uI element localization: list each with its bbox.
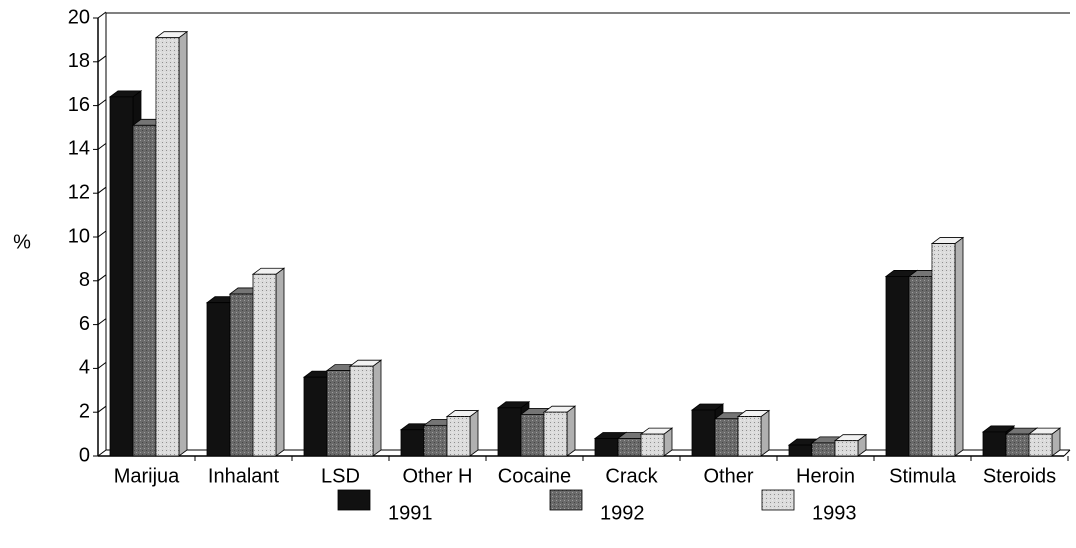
bar-front [497,407,522,457]
legend-texture [762,490,794,510]
y-tick-label: 12 [68,181,90,203]
y-tick-label: 14 [68,138,90,160]
bar-texture [350,366,373,456]
bar-front [788,444,813,457]
bar [348,359,383,457]
bar-texture [835,440,858,456]
bar [445,409,480,457]
bar-side [469,409,479,457]
bar-side [954,236,964,457]
y-tick-label: 8 [79,269,90,291]
bar-texture [156,37,179,457]
bar-front [400,429,425,457]
legend-label: 1993 [812,502,857,524]
bar [251,267,286,457]
bar [736,409,771,457]
legend-label: 1992 [600,502,645,524]
y-tick-label: 2 [79,400,90,422]
bar [930,236,965,457]
bar-side [760,409,770,457]
bar-texture [544,412,567,456]
y-tick-wall [97,274,107,282]
x-tick-label: Heroin [796,465,855,487]
y-tick-label: 16 [68,94,90,116]
bar [1027,427,1062,457]
bar-side [566,405,576,457]
bar [154,30,189,457]
bar-texture [641,434,664,456]
bar-texture [909,276,932,456]
x-tick-label: Marijua [114,465,180,487]
bar [907,269,942,457]
legend-texture [550,490,582,510]
bar [542,405,577,457]
x-tick-label: Inhalant [208,465,280,487]
bar-texture [253,274,276,456]
bar [833,433,868,457]
y-tick-label: 4 [79,357,90,379]
x-tick-label: LSD [321,465,360,487]
y-tick-wall [97,142,107,150]
bar-front [982,431,1007,457]
y-tick-wall [97,55,107,63]
bar-front [109,96,134,457]
bar-texture [812,442,835,456]
legend-label: 1991 [388,502,433,524]
x-tick-label: Stimula [889,465,957,487]
y-tick-wall [97,230,107,238]
y-tick-label: 18 [68,50,90,72]
y-tick-label: 6 [79,313,90,335]
bar-texture [327,370,350,456]
bar-texture [521,414,544,456]
bar-texture [738,416,761,456]
y-tick-wall [97,11,107,19]
x-tick-label: Other [703,465,753,487]
bar-side [275,267,285,457]
x-tick-label: Cocaine [498,465,571,487]
x-tick-label: Other H [402,465,472,487]
bar-texture [932,243,955,456]
y-axis-label: % [13,231,31,253]
legend-swatch [337,489,371,511]
bar-texture [715,418,738,456]
y-tick-label: 10 [68,225,90,247]
bar-front [303,376,328,457]
y-tick-label: 0 [79,444,90,466]
bar-front [594,438,619,457]
bar-side [372,359,382,457]
floor-right [1063,449,1071,457]
x-tick-label: Crack [605,465,658,487]
x-tick-label: Steroids [983,465,1056,487]
y-tick-wall [97,405,107,413]
bar-front [885,276,910,457]
y-tick-wall [97,186,107,194]
bar-front [691,409,716,457]
bar-texture [230,293,253,456]
bar [639,427,674,457]
bar-texture [133,125,156,456]
y-tick-wall [97,361,107,369]
bar-texture [1029,434,1052,456]
bar-side [178,30,188,457]
y-tick-wall [97,99,107,106]
bar-texture [618,438,641,456]
bar-texture [1006,434,1029,456]
y-tick-wall [97,318,107,326]
y-tick-wall [97,449,107,457]
y-tick-label: 20 [68,6,90,28]
bar-texture [447,416,470,456]
bar-texture [424,425,447,456]
bar-front [206,302,231,457]
